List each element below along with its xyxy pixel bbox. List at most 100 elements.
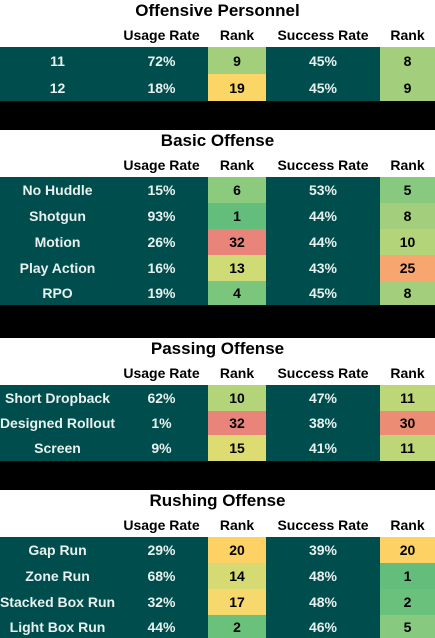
success-rank-value: 8 [380, 47, 435, 74]
row-label: Motion [34, 234, 81, 250]
row-label: 11 [50, 52, 65, 69]
usage-rank-value: 15 [208, 435, 266, 461]
table-row: Gap Run 29% 20 39% 20 [0, 537, 435, 563]
success-rate-value: 43% [308, 260, 338, 276]
success-rank-value: 5 [380, 615, 435, 638]
usage-rate-value: 68% [147, 568, 176, 584]
success-rank-value: 8 [380, 281, 435, 305]
usage-rate-value: 15% [147, 182, 176, 198]
usage-rate-value: 9% [151, 440, 172, 456]
row-label: Light Box Run [9, 618, 106, 635]
usage-rate-value: 1% [151, 415, 172, 431]
row-label: RPO [42, 285, 73, 301]
success-rate-value: 41% [308, 440, 338, 456]
success-rank-value: 9 [380, 74, 435, 101]
table-row: RPO 19% 4 45% 8 [0, 281, 435, 305]
success-rank-value: 1 [380, 563, 435, 589]
usage-rate-value: 29% [147, 542, 176, 558]
success-rate-value: 44% [308, 234, 338, 250]
row-label: 12 [49, 79, 66, 96]
header-rank: Rank [219, 26, 255, 43]
section-title: Offensive Personnel [0, 0, 435, 22]
usage-rate-value: 93% [147, 208, 176, 224]
section-title: Passing Offense [0, 338, 435, 360]
success-rate-value: 38% [308, 415, 338, 431]
success-rank-value: 30 [380, 411, 435, 435]
column-header-row: Usage Rate Rank Success Rate Rank [0, 360, 435, 385]
table-row: Designed Rollout 1% 32 38% 30 [0, 411, 435, 435]
row-label: Short Dropback [4, 390, 110, 406]
header-rank: Rank [390, 26, 425, 43]
row-label: Gap Run [28, 542, 87, 558]
success-rate-value: 53% [308, 182, 338, 198]
success-rate-value: 39% [308, 542, 338, 558]
usage-rate-value: 19% [147, 285, 176, 301]
success-rate-value: 45% [308, 52, 338, 69]
header-rank: Rank [390, 364, 425, 381]
table-row: Short Dropback 62% 10 47% 11 [0, 385, 435, 411]
success-rank-value: 25 [380, 255, 435, 281]
success-rank-value: 11 [380, 385, 435, 411]
table-row: Screen 9% 15 41% 11 [0, 435, 435, 461]
usage-rate-value: 32% [147, 594, 176, 610]
usage-rate-value: 26% [147, 234, 176, 250]
section-title: Basic Offense [0, 130, 435, 152]
section-title: Rushing Offense [0, 490, 435, 512]
table-row: 12 18% 19 45% 9 [0, 74, 435, 101]
usage-rank-value: 32 [208, 411, 266, 435]
header-success-rate: Success Rate [277, 516, 369, 533]
usage-rank-value: 20 [208, 537, 266, 563]
header-rank: Rank [219, 364, 255, 381]
header-success-rate: Success Rate [277, 364, 369, 381]
row-label: Designed Rollout [0, 415, 116, 431]
success-rank-value: 11 [380, 435, 435, 461]
header-rank: Rank [219, 156, 255, 173]
usage-rate-value: 44% [147, 618, 176, 635]
table-row: 11 72% 9 45% 8 [0, 47, 435, 74]
success-rate-value: 47% [308, 390, 338, 406]
table-row: Shotgun 93% 1 44% 8 [0, 203, 435, 229]
usage-rank-value: 1 [208, 203, 266, 229]
usage-rank-value: 19 [208, 74, 266, 101]
table-row: No Huddle 15% 6 53% 5 [0, 177, 435, 203]
usage-rate-value: 18% [147, 79, 176, 96]
success-rate-value: 45% [308, 79, 338, 96]
row-label: Screen [34, 440, 81, 456]
usage-rank-value: 2 [208, 615, 266, 638]
row-label: No Huddle [22, 182, 93, 198]
column-header-row: Usage Rate Rank Success Rate Rank [0, 22, 435, 47]
success-rate-value: 48% [308, 594, 338, 610]
success-rate-value: 46% [308, 618, 338, 635]
column-header-row: Usage Rate Rank Success Rate Rank [0, 512, 435, 537]
success-rank-value: 8 [380, 203, 435, 229]
success-rank-value: 10 [380, 229, 435, 255]
usage-rank-value: 17 [208, 589, 266, 615]
header-rank: Rank [390, 516, 425, 533]
row-label: Stacked Box Run [0, 594, 116, 610]
usage-rank-value: 6 [208, 177, 266, 203]
usage-rank-value: 9 [208, 47, 266, 74]
table-row: Motion 26% 32 44% 10 [0, 229, 435, 255]
table-row: Stacked Box Run 32% 17 48% 2 [0, 589, 435, 615]
header-usage-rate: Usage Rate [123, 26, 200, 43]
column-header-row: Usage Rate Rank Success Rate Rank [0, 152, 435, 177]
header-rank: Rank [219, 516, 255, 533]
table-row: Play Action 16% 13 43% 25 [0, 255, 435, 281]
section-offensive-personnel: Offensive Personnel Usage Rate Rank Succ… [0, 0, 435, 101]
section-basic-offense: Basic Offense Usage Rate Rank Success Ra… [0, 130, 435, 305]
table-row: Zone Run 68% 14 48% 1 [0, 563, 435, 589]
usage-rank-value: 10 [208, 385, 266, 411]
success-rate-value: 44% [308, 208, 338, 224]
usage-rank-value: 13 [208, 255, 266, 281]
header-usage-rate: Usage Rate [123, 516, 200, 533]
usage-rank-value: 4 [208, 281, 266, 305]
success-rank-value: 20 [380, 537, 435, 563]
usage-rank-value: 32 [208, 229, 266, 255]
success-rate-value: 48% [308, 568, 338, 584]
header-usage-rate: Usage Rate [123, 364, 200, 381]
section-passing-offense: Passing Offense Usage Rate Rank Success … [0, 338, 435, 461]
row-label: Zone Run [25, 568, 90, 584]
header-rank: Rank [390, 156, 425, 173]
usage-rank-value: 14 [208, 563, 266, 589]
